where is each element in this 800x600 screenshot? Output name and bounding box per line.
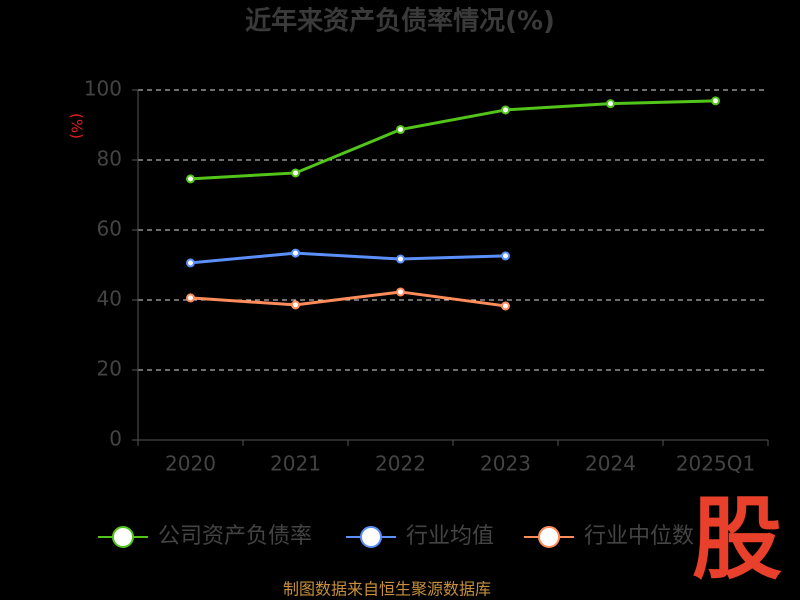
data-point bbox=[186, 174, 195, 184]
y-tick-label: 60 bbox=[97, 217, 122, 241]
data-point bbox=[291, 300, 300, 310]
y-tick-label: 80 bbox=[97, 147, 122, 171]
x-tick-label: 2022 bbox=[375, 452, 426, 476]
series-line bbox=[190, 251, 506, 265]
y-tick-label: 0 bbox=[109, 427, 122, 451]
data-point bbox=[186, 258, 195, 268]
data-point bbox=[291, 168, 300, 178]
watermark: 股 bbox=[692, 487, 782, 592]
legend-label: 行业均值 bbox=[406, 524, 494, 549]
y-tick-label: 20 bbox=[97, 357, 122, 381]
y-tick-label: 100 bbox=[84, 77, 122, 101]
y-tick-label: 40 bbox=[97, 287, 122, 311]
legend-label: 公司资产负债率 bbox=[158, 524, 312, 549]
series-line bbox=[190, 290, 506, 308]
data-point bbox=[186, 293, 195, 303]
x-tick-label: 2024 bbox=[585, 452, 636, 476]
legend-marker bbox=[538, 526, 560, 548]
series-line bbox=[190, 99, 716, 181]
data-point bbox=[396, 287, 405, 297]
x-tick-label: 2023 bbox=[480, 452, 531, 476]
x-tick-label: 2020 bbox=[165, 452, 216, 476]
y-axis-label: (%) bbox=[68, 113, 86, 139]
data-point bbox=[711, 96, 720, 106]
legend-marker bbox=[360, 526, 382, 548]
data-point bbox=[606, 99, 615, 109]
data-point bbox=[291, 248, 300, 258]
data-point bbox=[501, 301, 510, 311]
x-tick-label: 2021 bbox=[270, 452, 321, 476]
chart-title: 近年来资产负债率情况(%) bbox=[245, 6, 555, 37]
data-point bbox=[396, 254, 405, 264]
x-tick-label: 2025Q1 bbox=[676, 452, 755, 476]
data-point bbox=[396, 125, 405, 135]
footer: 制图数据来自恒生聚源数据库 bbox=[283, 580, 491, 599]
data-point bbox=[501, 251, 510, 261]
legend-label: 行业中位数 bbox=[584, 524, 694, 549]
data-point bbox=[501, 105, 510, 115]
legend-marker bbox=[112, 526, 134, 548]
